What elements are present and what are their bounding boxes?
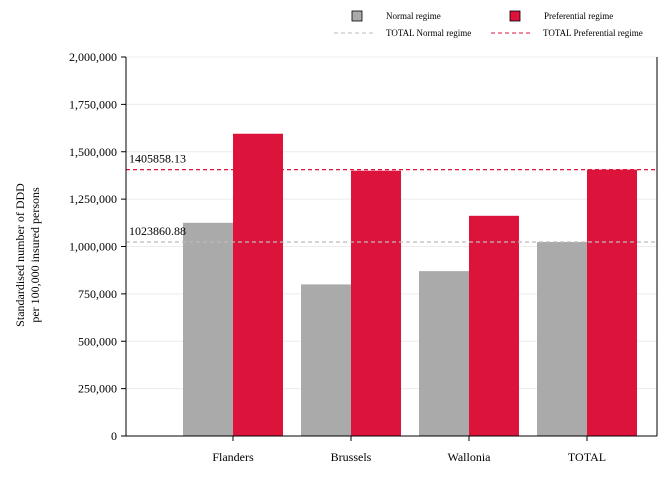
bar-normal-regime-flanders	[183, 222, 233, 436]
y-tick-label: 2,000,000	[69, 50, 117, 64]
reference-line-label: 1405858.13	[129, 152, 186, 166]
x-tick-label: Flanders	[212, 450, 254, 464]
y-tick-label: 1,250,000	[69, 192, 117, 206]
bar-normal-regime-total	[537, 241, 587, 436]
y-tick-label: 0	[111, 429, 117, 443]
bars	[183, 133, 637, 436]
y-tick-label: 1,000,000	[69, 240, 117, 254]
x-tick-label: Wallonia	[447, 450, 491, 464]
x-tick-label: Brussels	[331, 450, 372, 464]
bar-preferential-regime-flanders	[233, 133, 283, 436]
y-axis-title-text: Standardised number of DDDper 100,000 in…	[13, 183, 42, 327]
bar-normal-regime-wallonia	[419, 271, 469, 436]
legend-label: Preferential regime	[544, 11, 613, 21]
y-tick-label: 500,000	[78, 334, 117, 348]
legend-swatch	[509, 10, 521, 22]
y-tick-label: 750,000	[78, 287, 117, 301]
legend-swatch	[351, 10, 363, 22]
y-tick-label: 1,750,000	[69, 97, 117, 111]
y-axis-title: Standardised number of DDDper 100,000 in…	[13, 183, 42, 327]
bar-normal-regime-brussels	[301, 284, 351, 436]
y-tick-label: 250,000	[78, 382, 117, 396]
legend-label: TOTAL Preferential regime	[543, 28, 643, 38]
y-axis-title-line: per 100,000 insured persons	[28, 187, 42, 323]
reference-line-label: 1023860.88	[129, 224, 186, 238]
legend-label: TOTAL Normal regime	[386, 28, 471, 38]
y-axis-title-line: Standardised number of DDD	[13, 183, 27, 327]
legend: Normal regime Preferential regime TOTAL No…	[334, 10, 643, 38]
x-tick-label: TOTAL	[568, 450, 606, 464]
legend-label: Normal regime	[386, 11, 441, 21]
bar-preferential-regime-total	[587, 169, 637, 436]
bar-preferential-regime-brussels	[351, 170, 401, 436]
bar-preferential-regime-wallonia	[469, 215, 519, 436]
y-tick-label: 1,500,000	[69, 145, 117, 159]
reference-lines: 1023860.88 1405858.13	[126, 152, 657, 243]
axes: 0 250,000 500,000 750,000 1,000,000 1,250,000…	[69, 50, 658, 464]
